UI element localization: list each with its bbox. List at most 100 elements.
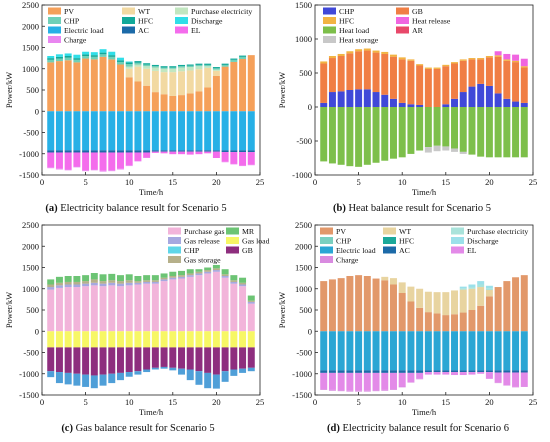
bar-segment — [100, 152, 107, 170]
legend-label: Gas storage — [184, 256, 221, 265]
bar-segment — [65, 287, 72, 331]
bar-segment — [521, 59, 528, 66]
x-axis-label: Time/h — [139, 407, 164, 417]
bar-segment — [65, 347, 72, 373]
bar-segment — [91, 150, 98, 152]
bar-segment — [73, 374, 80, 386]
bar-segment — [204, 268, 211, 271]
legend-swatch — [323, 8, 336, 15]
bar-segment — [47, 371, 54, 377]
bar-segment — [108, 170, 115, 171]
y-axis-label: Power/kW — [4, 292, 14, 328]
bar-segment — [239, 286, 246, 331]
bar-segment — [373, 92, 380, 107]
bar-segment — [169, 67, 176, 68]
bar-segment — [399, 373, 406, 387]
bar-segment — [222, 276, 229, 278]
legend-label: AC — [399, 246, 410, 255]
bar-segment — [230, 150, 237, 152]
legend-swatch — [226, 247, 239, 254]
bar-segment — [187, 331, 194, 347]
legend-label: Heat release — [412, 17, 451, 26]
bar-segment — [364, 51, 371, 90]
bar-segment — [512, 61, 519, 62]
bar-segment — [161, 281, 168, 331]
bar-segment — [416, 107, 423, 151]
bar-segment — [451, 62, 458, 63]
bar-segment — [169, 276, 176, 278]
bar-segment — [126, 62, 133, 63]
bar-segment — [222, 274, 229, 276]
bar-segment — [117, 347, 124, 373]
bar-segment — [187, 70, 194, 93]
bar-segment — [451, 290, 458, 314]
bar-segment — [187, 66, 194, 67]
bar-segment — [477, 84, 484, 107]
bar-segment — [65, 331, 72, 347]
bar-segment — [204, 65, 211, 66]
bar-segment — [477, 107, 484, 157]
bar-segment — [152, 66, 159, 67]
bar-segment — [364, 89, 371, 107]
bar-segment — [65, 282, 72, 285]
bar-segment — [416, 64, 423, 65]
y-tick-label: 0 — [35, 326, 39, 336]
bar-segment — [329, 58, 336, 92]
legend-label: Electric load — [64, 26, 104, 35]
bar-segment — [222, 150, 229, 152]
bar-segment — [460, 370, 467, 372]
bar-segment — [195, 269, 202, 272]
bar-segment — [91, 347, 98, 375]
bar-segment — [143, 347, 150, 369]
bar-segment — [126, 64, 133, 67]
x-tick-label: 5 — [356, 177, 360, 187]
x-tick-label: 20 — [212, 177, 221, 187]
bar-segment — [442, 146, 449, 150]
x-tick-label: 25 — [529, 397, 538, 407]
bar-segment — [134, 347, 141, 371]
legend-label: Purchase gas — [184, 227, 225, 236]
bar-segment — [468, 370, 475, 372]
bar-segment — [161, 347, 168, 367]
bar-segment — [239, 283, 246, 285]
legend-swatch — [175, 27, 188, 34]
bar-segment — [434, 370, 441, 372]
bar-segment — [91, 59, 98, 111]
bar-segment — [521, 370, 528, 372]
bar-segment — [213, 375, 220, 389]
bar-segment — [338, 107, 345, 165]
bar-segment — [91, 52, 98, 55]
bar-segment — [407, 104, 414, 107]
bar-segment — [47, 60, 54, 63]
bar-segment — [108, 150, 115, 152]
bar-segment — [373, 53, 380, 92]
bar-segment — [338, 390, 345, 391]
bar-segment — [390, 57, 397, 99]
bar-segment — [195, 347, 202, 371]
bar-segment — [230, 59, 237, 60]
bar-segment — [213, 270, 220, 272]
bar-segment — [178, 279, 185, 332]
bar-segment — [346, 373, 353, 391]
bar-segment — [117, 62, 124, 65]
bar-segment — [178, 111, 185, 150]
bar-segment — [486, 57, 493, 86]
bar-segment — [364, 373, 371, 391]
bar-segment — [434, 292, 441, 313]
bar-segment — [178, 66, 185, 67]
bar-segment — [56, 288, 63, 331]
bar-segment — [47, 152, 54, 167]
bar-segment — [451, 331, 458, 370]
bar-segment — [134, 281, 141, 283]
bar-segment — [213, 68, 220, 69]
y-tick-label: -1000 — [292, 369, 312, 379]
bar-segment — [468, 289, 475, 310]
legend-swatch — [320, 256, 333, 263]
bar-segment — [143, 152, 150, 157]
bar-segment — [187, 277, 194, 331]
bar-segment — [47, 111, 54, 150]
bar-segment — [442, 66, 449, 104]
bar-segment — [187, 269, 194, 273]
